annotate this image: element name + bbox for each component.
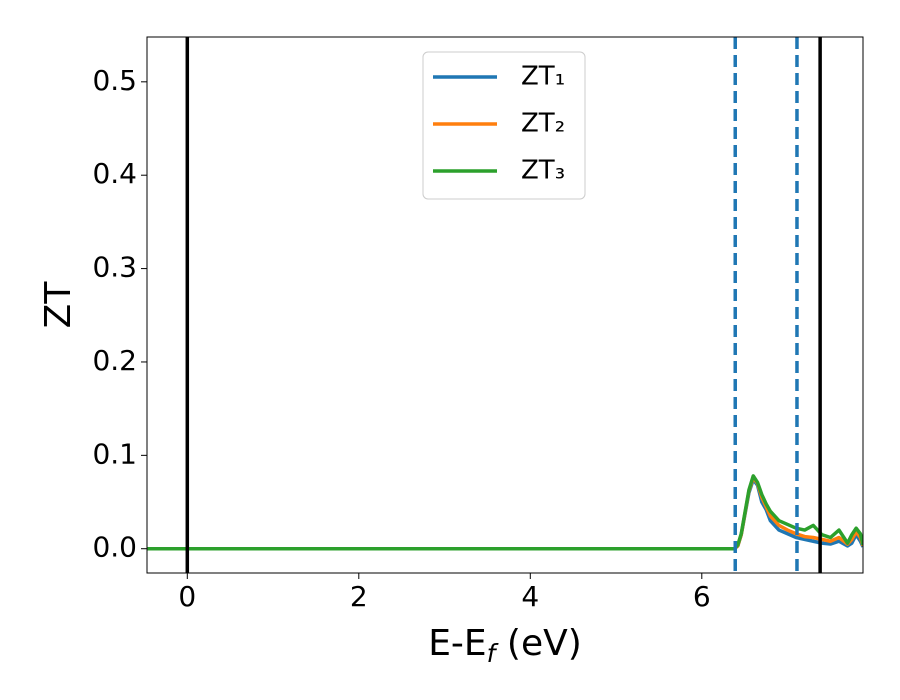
- y-tick-label: 0.0: [92, 531, 137, 564]
- x-tick-label: 2: [350, 580, 368, 613]
- y-tick-label: 0.3: [92, 251, 137, 284]
- x-tick-label: 4: [521, 580, 539, 613]
- plot-frame: [146, 36, 864, 574]
- x-tick-label: 6: [693, 580, 711, 613]
- legend-label: ZT₃: [521, 156, 565, 186]
- x-label-part: E-E: [428, 623, 486, 664]
- y-tick-label: 0.5: [92, 64, 137, 97]
- x-tick-label: 0: [178, 580, 196, 613]
- series-line: [147, 476, 863, 551]
- legend-label: ZT₁: [521, 62, 565, 92]
- y-tick-label: 0.4: [92, 157, 137, 190]
- series-line: [147, 477, 863, 551]
- y-tick-label: 0.2: [92, 344, 137, 377]
- legend-label: ZT₂: [521, 109, 565, 139]
- legend-box: [422, 51, 586, 200]
- plot: [147, 37, 863, 573]
- x-label-part: (eV): [495, 623, 581, 664]
- series-line: [147, 474, 863, 551]
- y-tick-label: 0.1: [92, 437, 137, 470]
- y-axis-label: ZT: [38, 281, 79, 329]
- x-axis-label: E-Ef (eV): [428, 623, 582, 668]
